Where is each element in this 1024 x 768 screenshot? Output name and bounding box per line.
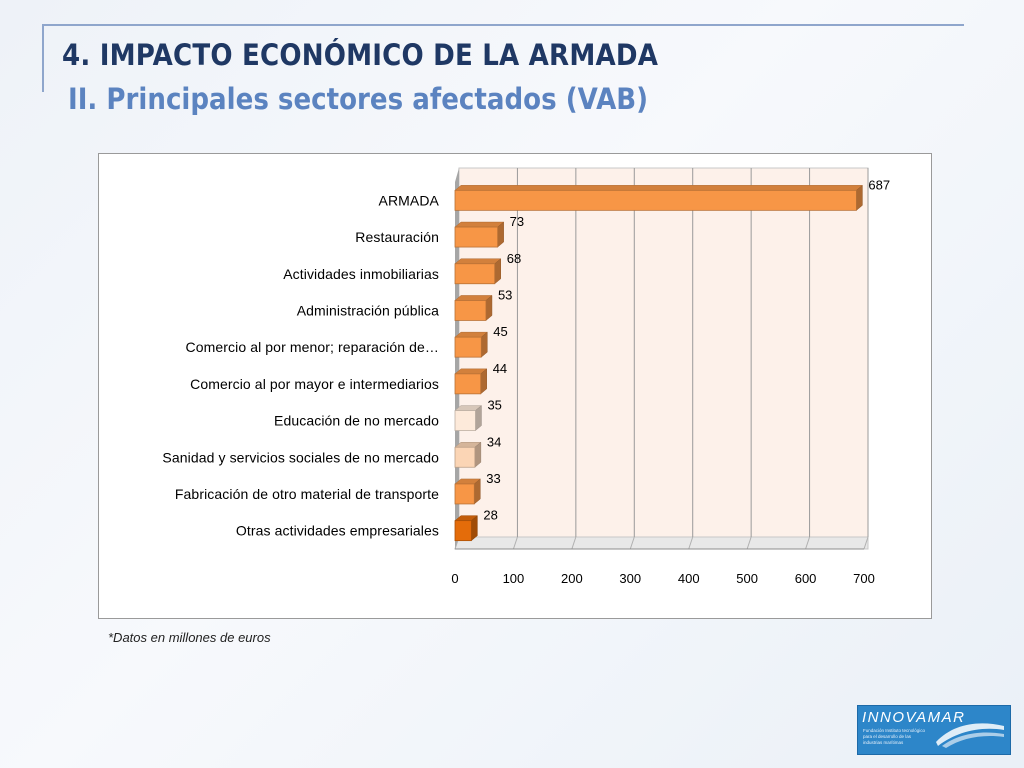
bar [454, 515, 479, 542]
data-label: 53 [498, 287, 512, 302]
bar [454, 368, 488, 395]
slide-title: 4. IMPACTO ECONÓMICO DE LA ARMADA [62, 38, 659, 72]
logo-tagline-2: para el desarrollo de las [863, 734, 912, 739]
bar-front-face [454, 410, 476, 431]
data-label: 44 [493, 361, 507, 376]
bar [454, 441, 482, 468]
category-label: Fabricación de otro material de transpor… [175, 486, 439, 502]
bar-front-face [454, 263, 496, 285]
data-label: 45 [493, 324, 507, 339]
category-label: ARMADA [379, 192, 440, 208]
bar [454, 478, 481, 505]
title-frame-left [42, 24, 44, 92]
bar [454, 258, 502, 285]
logo-brand: INNOVAMAR [862, 709, 966, 726]
data-label: 33 [486, 471, 500, 486]
bar-front-face [454, 373, 482, 395]
logo-tagline-3: industrias marítimas [863, 740, 904, 745]
floor-gridline [863, 536, 869, 550]
bar-top-face [454, 221, 505, 228]
category-label: Sanidad y servicios sociales de no merca… [162, 449, 439, 465]
bar [454, 405, 483, 432]
category-label: Otras actividades empresariales [236, 523, 439, 539]
floor-gridline [512, 536, 518, 550]
x-tick-label: 600 [795, 571, 817, 586]
floor-gridline [688, 536, 694, 550]
data-label: 28 [483, 508, 497, 523]
category-label: Administración pública [297, 302, 439, 318]
floor-gridline [629, 536, 635, 550]
bar-top-face [454, 295, 493, 301]
floor-gridline [571, 536, 577, 550]
data-label: 68 [507, 251, 521, 266]
x-tick-label: 100 [503, 571, 525, 586]
category-label: Comercio al por menor; reparación de… [186, 339, 439, 355]
data-label: 687 [868, 177, 890, 192]
x-tick-label: 300 [619, 571, 641, 586]
bar-front-face [454, 446, 476, 468]
footnote: *Datos en millones de euros [108, 630, 271, 645]
category-label: Comercio al por mayor e intermediarios [190, 376, 439, 392]
bar [454, 184, 864, 211]
x-tick-label: 700 [853, 571, 875, 586]
bar-front-face [454, 483, 475, 505]
x-tick-label: 500 [736, 571, 758, 586]
data-label: 73 [510, 214, 524, 229]
category-label: Educación de no mercado [274, 413, 439, 429]
bar-front-face [454, 520, 472, 542]
bar-front-face [454, 226, 499, 248]
bar-chart: 0 100 200 300 400 500 600 700 687 ARMADA 73 Restaur… [162, 167, 890, 586]
x-tick-label: 400 [678, 571, 700, 586]
plot-wall [458, 167, 869, 538]
x-tick-label: 200 [561, 571, 583, 586]
bar [454, 294, 493, 321]
bar-front-face [454, 300, 487, 321]
bar-top-face [454, 258, 502, 264]
category-label: Actividades inmobiliarias [283, 266, 439, 282]
innovamar-logo: INNOVAMAR Fundación Instituto tecnológic… [857, 705, 1011, 755]
x-tick-label: 0 [451, 571, 458, 586]
floor-gridline [746, 536, 752, 550]
data-label: 34 [487, 434, 501, 449]
bar-front-face [454, 189, 857, 211]
bar [454, 221, 505, 248]
chart-container: 0 100 200 300 400 500 600 700 687 ARMADA 73 Restaur… [98, 153, 932, 619]
floor-gridline [805, 536, 811, 550]
bar-front-face [454, 336, 482, 358]
bar [454, 331, 488, 358]
title-frame-top [42, 24, 964, 26]
logo-tagline-1: Fundación Instituto tecnológico [863, 728, 926, 733]
category-label: Restauración [355, 229, 439, 245]
data-label: 35 [487, 398, 501, 413]
slide-subtitle: II. Principales sectores afectados (VAB) [68, 82, 649, 116]
bar-top-face [454, 185, 864, 191]
